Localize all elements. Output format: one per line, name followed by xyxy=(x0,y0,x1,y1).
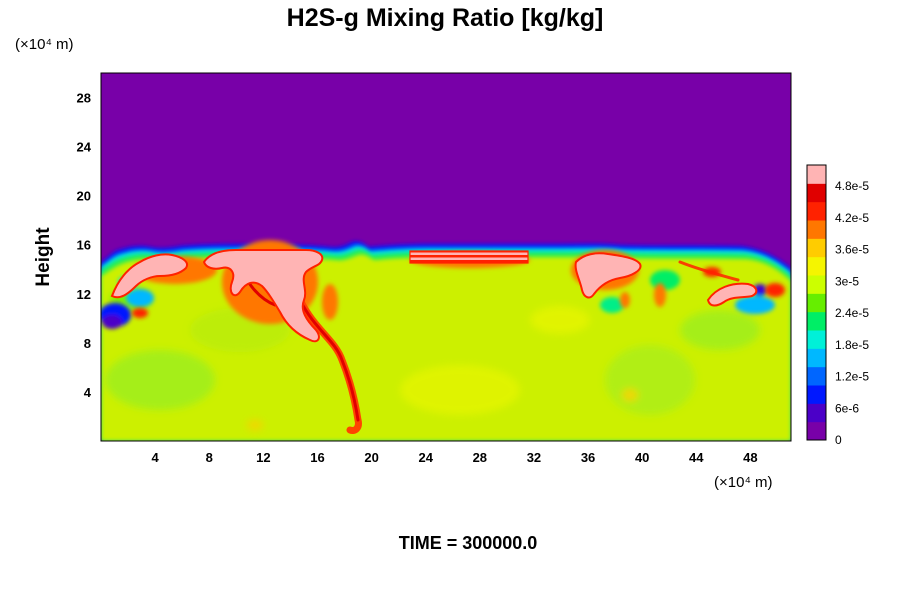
plume-far-right xyxy=(706,282,758,307)
colorbar-segment xyxy=(807,220,826,239)
y-tick-label: 16 xyxy=(77,238,91,253)
colorbar-tick-label: 2.4e-5 xyxy=(835,306,869,320)
y-tick-label: 20 xyxy=(77,189,91,204)
colorbar xyxy=(806,164,827,441)
x-unit-label: (×10⁴ m) xyxy=(714,474,773,491)
x-tick-label: 48 xyxy=(743,450,757,465)
x-tick-label: 28 xyxy=(473,450,487,465)
x-tick-label: 32 xyxy=(527,450,541,465)
colorbar-segment xyxy=(807,348,826,368)
x-tick-label: 36 xyxy=(581,450,595,465)
colorbar-segment xyxy=(807,366,826,386)
colorbar-segment xyxy=(807,201,826,221)
colorbar-segment xyxy=(807,311,826,331)
saturated-plumes xyxy=(110,248,758,343)
plot-frame xyxy=(100,72,792,442)
x-tick-label: 16 xyxy=(310,450,324,465)
plume-right xyxy=(574,252,642,299)
plume-left xyxy=(110,253,188,299)
colorbar-segment xyxy=(807,183,826,203)
red-streak-right xyxy=(678,260,740,282)
colorbar-segment xyxy=(807,293,826,313)
y-tick-labels: 4 8 12 16 20 24 28 xyxy=(77,91,92,400)
time-label: TIME = 300000.0 xyxy=(399,533,538,553)
colorbar-tick-label: 1.2e-5 xyxy=(835,370,869,384)
x-tick-label: 44 xyxy=(689,450,704,465)
chart-title: H2S-g Mixing Ratio [kg/kg] xyxy=(287,4,604,32)
colorbar-tick-labels: 0 6e-6 1.2e-5 1.8e-5 2.4e-5 3e-5 3.6e-5 4.2e-5 4… xyxy=(835,179,869,447)
colorbar-segment xyxy=(807,238,826,258)
x-tick-label: 40 xyxy=(635,450,649,465)
x-tick-label: 24 xyxy=(418,450,433,465)
colorbar-segment xyxy=(807,421,826,441)
colorbar-tick-label: 3.6e-5 xyxy=(835,243,869,257)
colorbar-segment xyxy=(807,165,826,184)
x-tick-label: 8 xyxy=(206,450,213,465)
plume-center xyxy=(202,248,324,343)
colorbar-segment xyxy=(807,385,826,404)
y-tick-label: 12 xyxy=(77,287,91,302)
colorbar-tick-label: 0 xyxy=(835,433,842,447)
colorbar-segment xyxy=(807,256,826,276)
x-tick-label: 12 xyxy=(256,450,270,465)
colorbar-segment xyxy=(807,403,826,423)
colorbar-frame xyxy=(806,164,827,441)
lower-texture xyxy=(105,288,760,430)
colorbar-tick-label: 6e-6 xyxy=(835,401,859,415)
plume-striped-layer xyxy=(409,250,529,264)
plot-area xyxy=(101,73,791,441)
y-tick-label: 4 xyxy=(84,385,92,400)
y-tick-label: 28 xyxy=(77,91,91,106)
colorbar-segment xyxy=(807,275,826,294)
colorbar-segment xyxy=(807,330,826,349)
colorbar-tick-label: 4.2e-5 xyxy=(835,211,869,225)
y-tick-label: 8 xyxy=(84,336,91,351)
colorbar-tick-label: 4.8e-5 xyxy=(835,179,869,193)
colorbar-tick-label: 3e-5 xyxy=(835,274,859,288)
y-unit-label: (×10⁴ m) xyxy=(15,36,74,53)
y-axis-label: Height xyxy=(33,227,54,287)
x-tick-labels: 4 8 12 16 20 24 28 32 36 40 44 48 xyxy=(152,450,758,465)
y-tick-label: 24 xyxy=(77,140,92,155)
plume-tail-core xyxy=(298,298,360,422)
colorbar-tick-label: 1.8e-5 xyxy=(835,338,869,352)
x-tick-label: 4 xyxy=(152,450,160,465)
x-tick-label: 20 xyxy=(364,450,378,465)
